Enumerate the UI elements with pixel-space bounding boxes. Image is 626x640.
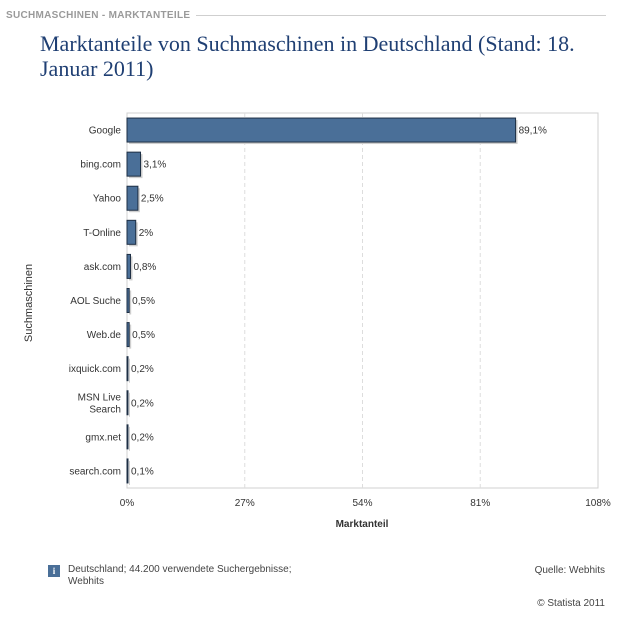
x-tick-label: 81% — [470, 498, 490, 509]
value-label: 0,5% — [132, 296, 155, 307]
value-label: 0,1% — [131, 466, 154, 477]
bar-shadow — [129, 324, 132, 349]
category-label: search.com — [69, 466, 121, 477]
bar — [126, 322, 130, 348]
copyright: © Statista 2011 — [537, 598, 605, 609]
category-label: MSN Live — [78, 392, 122, 403]
bar — [126, 219, 137, 245]
bar-shadow — [129, 358, 130, 383]
info-icon[interactable]: i — [48, 565, 60, 577]
section-label: SUCHMASCHINEN - MARKTANTEILE — [6, 10, 191, 21]
footer-info: i Deutschland; 44.200 verwendete Sucherg… — [48, 564, 328, 588]
bar-shadow — [129, 460, 130, 485]
value-label: 0,8% — [133, 262, 156, 273]
x-tick-label: 0% — [120, 498, 135, 509]
value-label: 2% — [139, 228, 154, 239]
y-axis-title: Suchmaschinen — [23, 263, 35, 343]
chart-title: Marktanteile von Suchmaschinen in Deutsc… — [40, 31, 575, 81]
category-label: AOL Suche — [70, 296, 121, 307]
bar — [126, 151, 142, 177]
x-tick-label: 54% — [352, 498, 372, 509]
bar — [126, 117, 517, 143]
bar — [126, 424, 129, 450]
value-label: 0,2% — [131, 364, 154, 375]
category-label: bing.com — [80, 160, 121, 171]
category-label: ask.com — [84, 262, 121, 273]
bar — [126, 390, 129, 416]
x-tick-label: 27% — [235, 498, 255, 509]
section-header: SUCHMASCHINEN - MARKTANTEILE — [6, 10, 606, 21]
bar-shadow — [129, 290, 132, 315]
bar-shadow — [129, 426, 130, 451]
category-label: Yahoo — [93, 194, 122, 205]
bar — [126, 356, 129, 382]
section-divider — [196, 15, 606, 16]
category-label: Google — [89, 126, 122, 137]
x-tick-label: 108% — [585, 498, 611, 509]
bar — [126, 288, 130, 313]
category-label: gmx.net — [85, 432, 121, 443]
value-label: 0,5% — [132, 330, 155, 341]
category-label: ixquick.com — [69, 364, 121, 375]
bar-shadow — [129, 392, 130, 417]
category-label: T-Online — [83, 228, 121, 239]
bar — [126, 185, 139, 211]
value-label: 2,5% — [141, 194, 164, 205]
category-label: Search — [89, 404, 121, 415]
value-label: 89,1% — [519, 126, 547, 137]
value-label: 3,1% — [144, 160, 167, 171]
footer-source: Quelle: Webhits — [534, 565, 605, 576]
category-label: Web.de — [87, 330, 122, 341]
value-label: 0,2% — [131, 398, 154, 409]
footer-note: Deutschland; 44.200 verwendete Suchergeb… — [68, 564, 292, 587]
value-label: 0,2% — [131, 432, 154, 443]
bar — [126, 458, 129, 484]
bar-chart: 0% 27% 54% 81% 108% Google 89,1% bing.com 3,1% Ya… — [69, 112, 611, 509]
bar — [126, 253, 131, 279]
x-axis-title: Marktanteil — [335, 519, 389, 530]
